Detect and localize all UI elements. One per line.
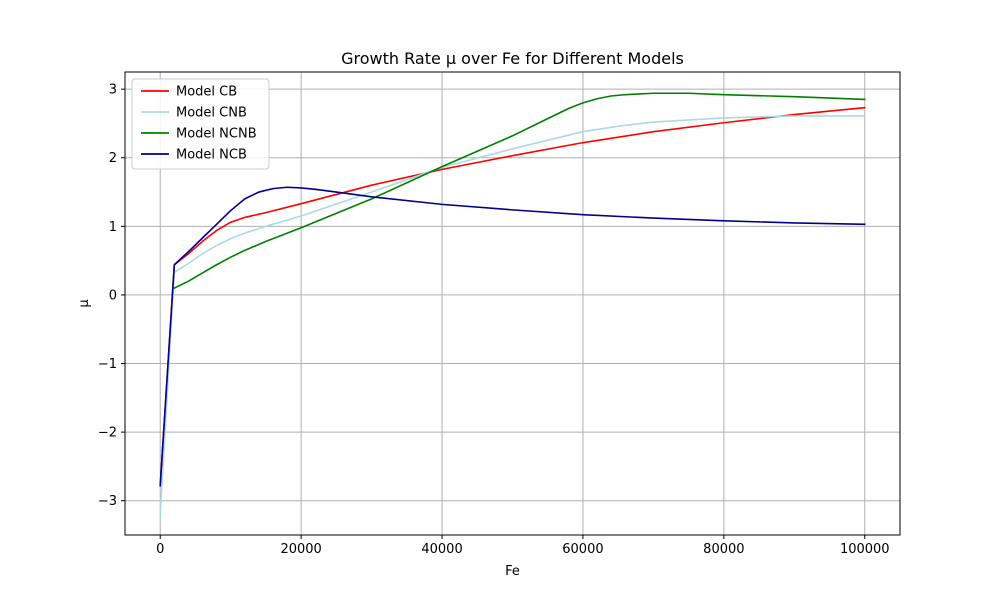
legend-label: Model NCB [176,148,247,163]
series-layer [159,92,866,516]
x-axis-title: Fe [505,564,520,579]
legend-box [131,78,270,170]
series-line-model-cnb [159,115,866,516]
plot-frame [124,71,901,536]
grid-layer [125,72,900,535]
y-axis-title: μ [77,299,92,307]
legend-label: Model CNB [176,106,247,121]
x-tick-label: 60000 [562,542,603,557]
x-tick-label: 80000 [703,542,744,557]
series-line-model-ncb [159,186,866,487]
x-tick-label: 0 [156,542,164,557]
legend-label: Model CB [176,85,237,100]
y-tick-label: 2 [109,151,117,166]
chart-title: Growth Rate μ over Fe for Different Mode… [341,49,684,68]
legend-label: Model NCNB [176,127,257,142]
legend: Model CB Model CNB Model NCNB Model NCB [131,78,270,170]
tick-layer: 0 20000 40000 60000 80000 100000 −3 −2 −1 0 1 2 3 [98,83,890,557]
y-tick-label: 1 [109,220,117,235]
y-tick-label: −2 [98,426,117,441]
series-line-model-cb [159,106,866,487]
y-tick-label: −3 [98,494,117,509]
series-line-model-ncnb [173,92,866,290]
y-tick-label: 3 [109,83,117,98]
y-tick-label: −1 [98,357,117,372]
x-tick-label: 20000 [280,542,321,557]
x-tick-label: 100000 [840,542,890,557]
y-tick-label: 0 [109,288,117,303]
x-tick-label: 40000 [421,542,462,557]
